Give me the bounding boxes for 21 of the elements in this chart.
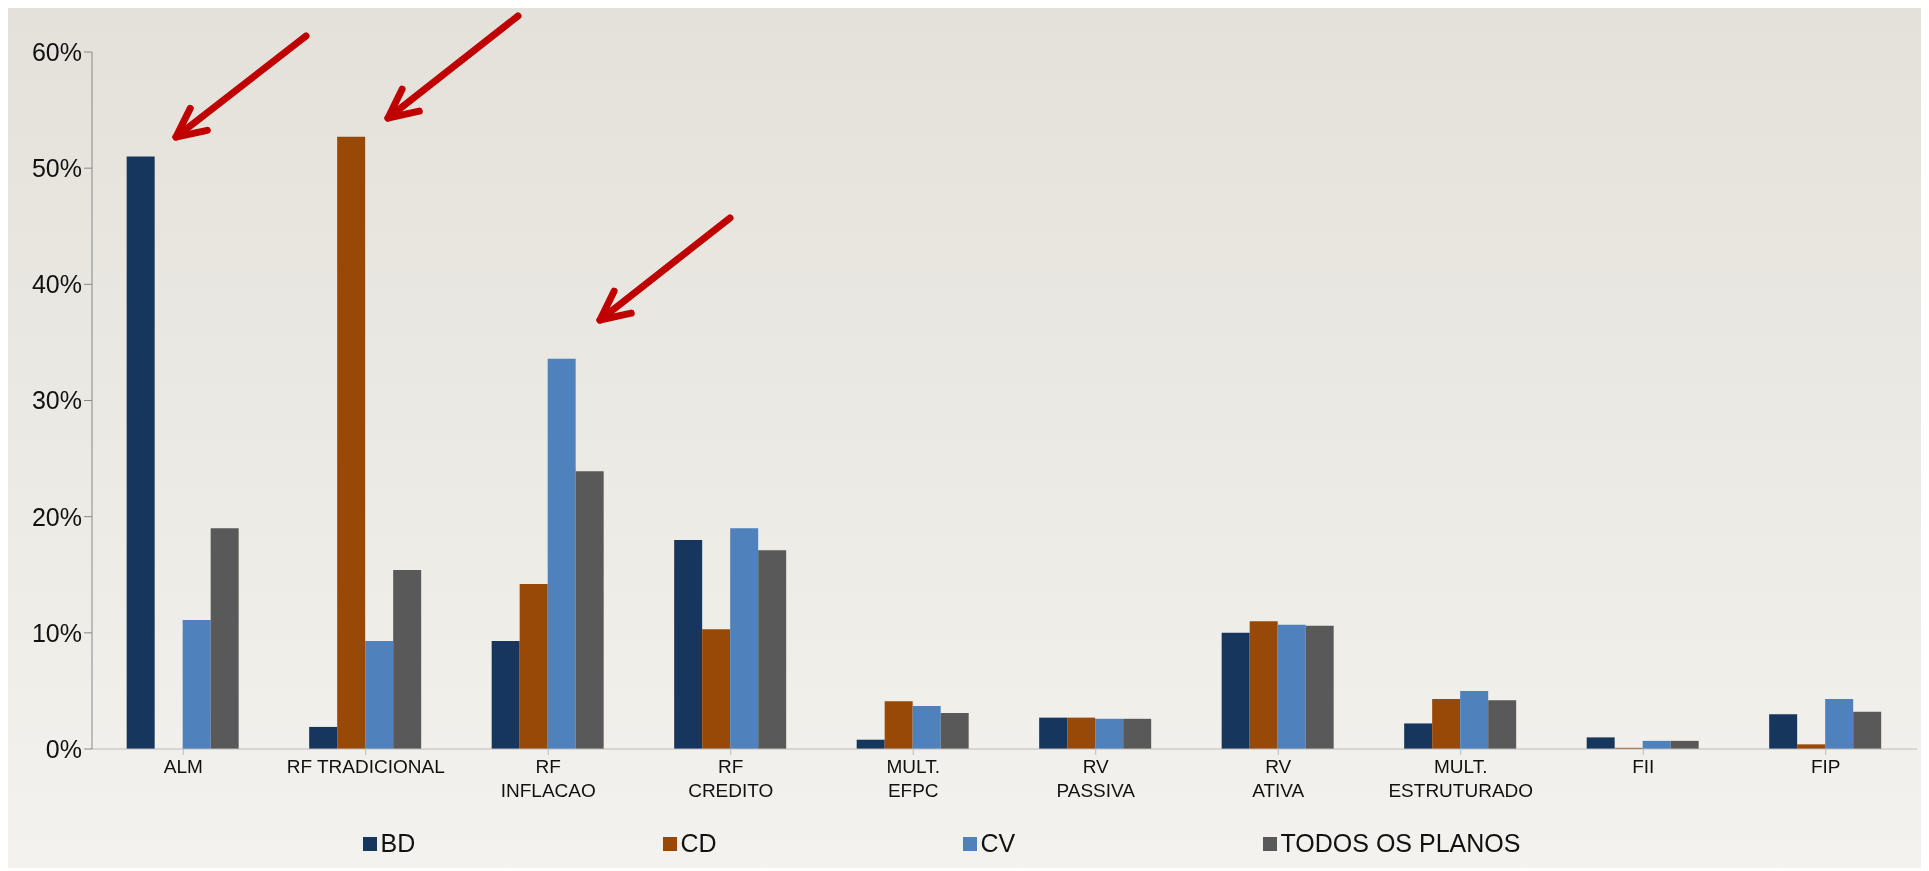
y-tick-label: 10% [31, 618, 82, 647]
x-tick-label: RV ATIVA [1252, 756, 1305, 801]
x-tick-label: RF TRADICIONAL [286, 756, 445, 777]
y-tick-label: 0% [45, 734, 82, 763]
x-tick-label: FIP [1810, 756, 1841, 777]
x-tick-label: ALM [163, 756, 203, 777]
x-tick-label: FII [1632, 756, 1655, 777]
x-tick-label: RF INFLACAO [500, 756, 596, 801]
y-tick-label: 30% [31, 386, 82, 415]
legend-label: BD [380, 829, 416, 858]
legend-label: TODOS OS PLANOS [1280, 829, 1521, 858]
x-tick-label: MULT. EFPC [886, 756, 940, 801]
y-tick-label: 60% [31, 37, 82, 66]
legend-label: CV [980, 829, 1016, 858]
y-tick-label: 50% [31, 154, 82, 183]
y-tick-label: 20% [31, 502, 82, 531]
legend-label: CD [680, 829, 717, 858]
x-tick-label: RV PASSIVA [1056, 756, 1136, 801]
x-tick-label: RF CREDITO [688, 756, 774, 801]
y-tick-label: 40% [31, 270, 82, 299]
x-tick-label: MULT. ESTRUTURADO [1388, 756, 1534, 801]
